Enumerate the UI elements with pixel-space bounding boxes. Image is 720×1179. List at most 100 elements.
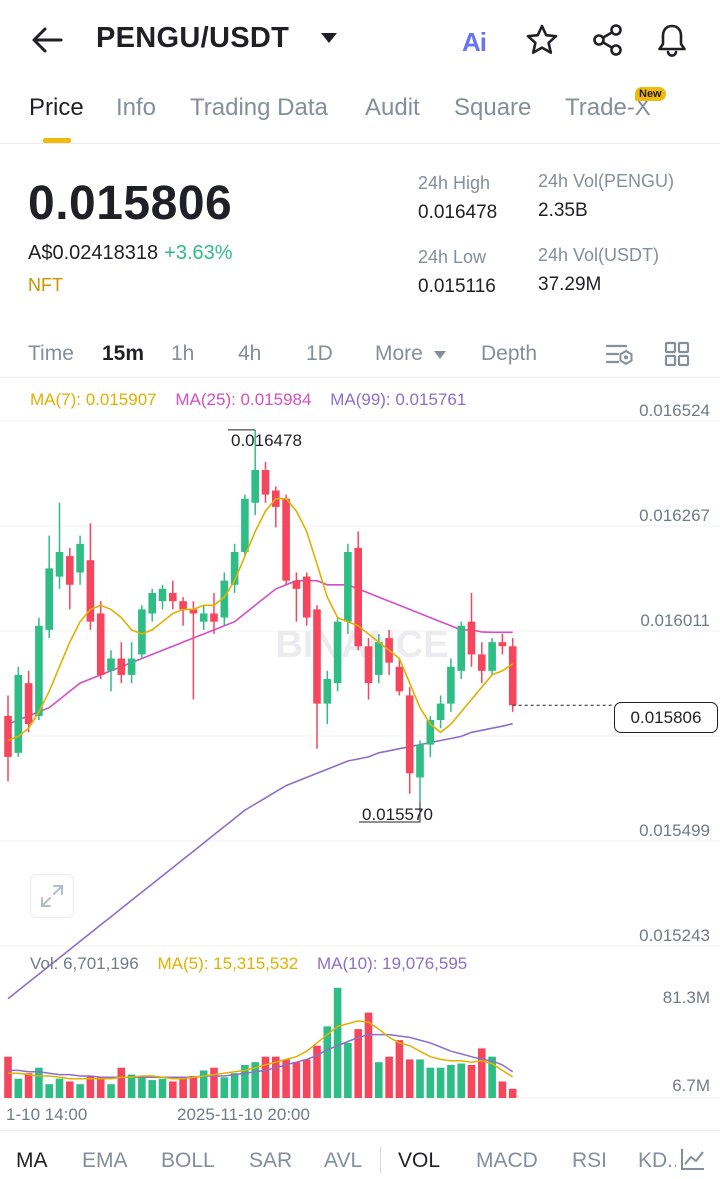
volume-bar-12 (127, 1074, 136, 1098)
ind-ema[interactable]: EMA (82, 1149, 128, 1172)
volume-bar-40 (416, 1059, 424, 1098)
candle-39 (405, 687, 414, 794)
volume-bar-18 (189, 1075, 198, 1098)
candle-33 (344, 543, 352, 634)
ind-sar[interactable]: SAR (249, 1149, 293, 1172)
min-price-marker: 0.015570 (362, 805, 433, 824)
active-tab-indicator (43, 138, 71, 143)
candle-8 (86, 523, 95, 630)
price-tick-4: 0.015243 (639, 926, 710, 945)
current-price-label: 0.015806 (614, 702, 718, 733)
chart-settings-icon[interactable] (602, 338, 636, 370)
volume-bar-32 (333, 987, 342, 1098)
volume-bar-26 (272, 1056, 280, 1098)
top-bar: PENGU/USDT Ai (0, 0, 720, 78)
indicator-divider (380, 1147, 381, 1173)
volume-bar-11 (117, 1067, 126, 1098)
candle-16 (169, 580, 177, 610)
star-icon[interactable] (522, 20, 562, 60)
x-tick-0: 1-10 14:00 (6, 1105, 88, 1124)
volume-bar-19 (199, 1070, 208, 1098)
volume-bar-31 (323, 1026, 332, 1098)
kline-chart[interactable]: BINANCE (0, 380, 720, 1130)
vol-ma10-line (8, 1033, 514, 1079)
bell-icon[interactable] (652, 20, 692, 60)
volume-legend: Vol: 6,701,196 MA(5): 15,315,532 MA(10):… (30, 954, 467, 974)
volume-bar-3 (35, 1067, 43, 1098)
volume-bar-23 (241, 1064, 249, 1098)
share-icon[interactable] (588, 20, 628, 60)
pair-title[interactable]: PENGU/USDT (96, 22, 290, 54)
indicator-settings-icon[interactable] (676, 1143, 710, 1175)
tab-info[interactable]: Info (116, 94, 157, 121)
volume-bar-16 (169, 1081, 177, 1098)
tab-square[interactable]: Square (454, 94, 532, 121)
candle-49 (508, 638, 517, 712)
ind-boll[interactable]: BOLL (161, 1149, 215, 1172)
indicator-bar: MA EMA BOLL SAR AVL VOL MACD RSI KD.. (0, 1130, 720, 1179)
tf-1h[interactable]: 1h (171, 342, 195, 365)
volume-bar-35 (364, 1012, 373, 1098)
ind-vol[interactable]: VOL (398, 1149, 441, 1172)
high-value: 0.016478 (418, 202, 498, 223)
vol-base-label: 24h Vol(PENGU) (538, 171, 675, 191)
volume-bar-9 (96, 1077, 105, 1098)
tf-1d[interactable]: 1D (306, 342, 333, 365)
new-badge: New (635, 87, 666, 101)
tf-time[interactable]: Time (28, 342, 74, 365)
candle-5 (55, 502, 64, 589)
tf-4h[interactable]: 4h (238, 342, 262, 365)
volume-bar-28 (292, 1062, 301, 1098)
ind-rsi[interactable]: RSI (572, 1149, 608, 1172)
ind-macd[interactable]: MACD (476, 1149, 538, 1172)
vol-ma5-label: MA(5): 15,315,532 (157, 954, 299, 973)
candle-2 (24, 670, 33, 733)
candle-20 (210, 592, 218, 634)
price-tick-3: 0.015499 (639, 821, 710, 840)
low-label: 24h Low (418, 247, 487, 267)
tf-depth[interactable]: Depth (481, 342, 538, 365)
back-arrow-icon[interactable] (26, 20, 68, 60)
candle-24 (251, 429, 259, 516)
tab-audit[interactable]: Audit (365, 94, 420, 121)
candle-1 (14, 666, 23, 757)
tf-more[interactable]: More (375, 342, 447, 366)
candle-30 (313, 605, 321, 749)
volume-bar-22 (230, 1073, 239, 1098)
candle-41 (426, 715, 435, 757)
max-price-marker: 0.016478 (231, 431, 302, 450)
tab-price[interactable]: Price (29, 94, 84, 121)
x-tick-1: 2025-11-10 20:00 (177, 1105, 310, 1124)
ind-kdj[interactable]: KD.. (638, 1149, 679, 1172)
candle-27 (282, 494, 290, 585)
candle-17 (179, 597, 187, 626)
candle-42 (436, 695, 445, 729)
volume-bar-21 (220, 1077, 229, 1098)
candle-22 (230, 543, 239, 593)
tf-15m[interactable]: 15m (102, 342, 145, 365)
ind-avl[interactable]: AVL (324, 1149, 363, 1172)
price-tick-2: 0.016011 (640, 611, 710, 630)
volume-bar-17 (179, 1078, 187, 1098)
expand-icon[interactable] (30, 874, 74, 918)
dropdown-caret-icon[interactable] (318, 30, 340, 46)
vol-quote-label: 24h Vol(USDT) (538, 245, 660, 265)
volume-bar-34 (354, 1029, 362, 1098)
candle-4 (45, 535, 53, 639)
layout-grid-icon[interactable] (660, 338, 694, 370)
tab-trading-data[interactable]: Trading Data (190, 94, 328, 121)
category-tag[interactable]: NFT (28, 275, 63, 295)
candle-25 (261, 461, 270, 503)
volume-bar-44 (457, 1063, 465, 1098)
ai-icon[interactable]: Ai (462, 26, 487, 57)
volume-bar-42 (436, 1067, 445, 1098)
volume-bar-45 (467, 1064, 476, 1098)
candle-21 (220, 572, 229, 626)
volume-bar-37 (385, 1056, 393, 1098)
ind-ma[interactable]: MA (16, 1149, 48, 1172)
volume-bar-27 (282, 1059, 290, 1098)
volume-bar-48 (498, 1081, 507, 1098)
candle-3 (35, 617, 43, 721)
volume-bar-39 (405, 1059, 414, 1098)
candle-32 (333, 617, 342, 692)
